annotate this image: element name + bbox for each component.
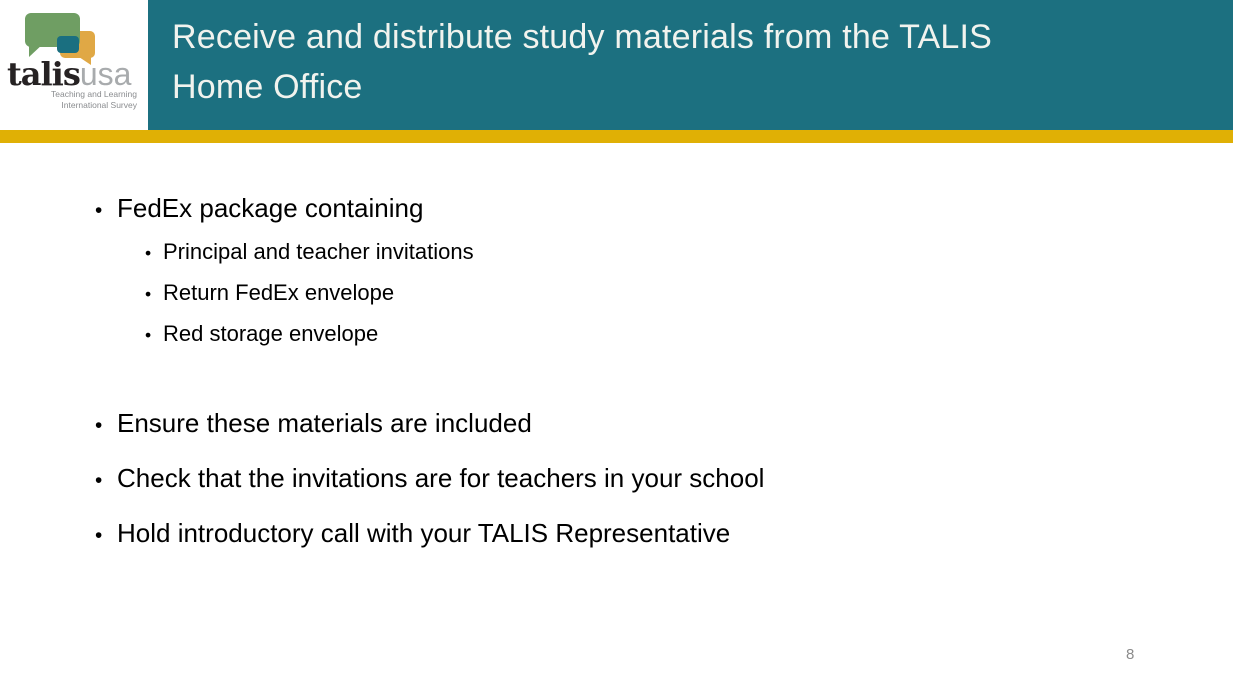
bullet-item: • Principal and teacher invitations: [145, 238, 1183, 267]
talisusa-logo: talisusa Teaching and Learning Internati…: [0, 0, 148, 130]
logo-wordmark: talisusa: [7, 57, 131, 91]
bullet-marker: •: [95, 199, 103, 222]
logo-wordmark-usa: usa: [79, 56, 132, 92]
bullet-item: • Ensure these materials are included: [95, 408, 1183, 441]
bullet-text: Return FedEx envelope: [163, 280, 395, 305]
bullet-text: Principal and teacher invitations: [163, 239, 474, 264]
bullet-marker: •: [145, 325, 152, 345]
slide-body: • FedEx package containing • Principal and …: [95, 193, 1183, 551]
bullet-item: • Hold introductory call with your TALIS …: [95, 518, 1183, 551]
bullet-marker: •: [95, 524, 103, 547]
bullet-item: • Red storage envelope: [145, 320, 1183, 349]
bullet-text: Check that the invitations are for teach…: [117, 463, 765, 493]
bullet-text: Ensure these materials are included: [117, 408, 532, 438]
accent-divider: [0, 130, 1233, 143]
bullet-marker: •: [145, 243, 152, 263]
logo-tagline-line-1: Teaching and Learning: [50, 89, 137, 99]
page-number: 8: [1126, 646, 1135, 663]
bullet-text: Red storage envelope: [163, 321, 379, 346]
bullet-item: • Return FedEx envelope: [145, 279, 1183, 308]
bullet-marker: •: [95, 469, 103, 492]
page-title-line-2: Home Office: [172, 68, 363, 106]
bullet-item: • FedEx package containing: [95, 193, 1183, 226]
page-title: Receive and distribute study materials f…: [172, 12, 1202, 112]
header-bar: Receive and distribute study materials f…: [0, 0, 1233, 130]
page-title-line-1: Receive and distribute study materials f…: [172, 18, 993, 56]
bullet-text: Hold introductory call with your TALIS R…: [117, 518, 731, 548]
bullet-item: • Check that the invitations are for teac…: [95, 463, 1183, 496]
bullet-list: • FedEx package containing • Principal and …: [95, 193, 1183, 551]
logo-tagline-line-2: International Survey: [61, 99, 137, 110]
bullet-marker: •: [145, 284, 152, 304]
bullet-text: FedEx package containing: [117, 193, 424, 223]
logo-wordmark-talis: talis: [7, 55, 81, 93]
speech-bubbles-icon: [25, 13, 95, 65]
logo-tagline: Teaching and Learning International Surv…: [30, 89, 137, 110]
bullet-marker: •: [95, 414, 103, 437]
